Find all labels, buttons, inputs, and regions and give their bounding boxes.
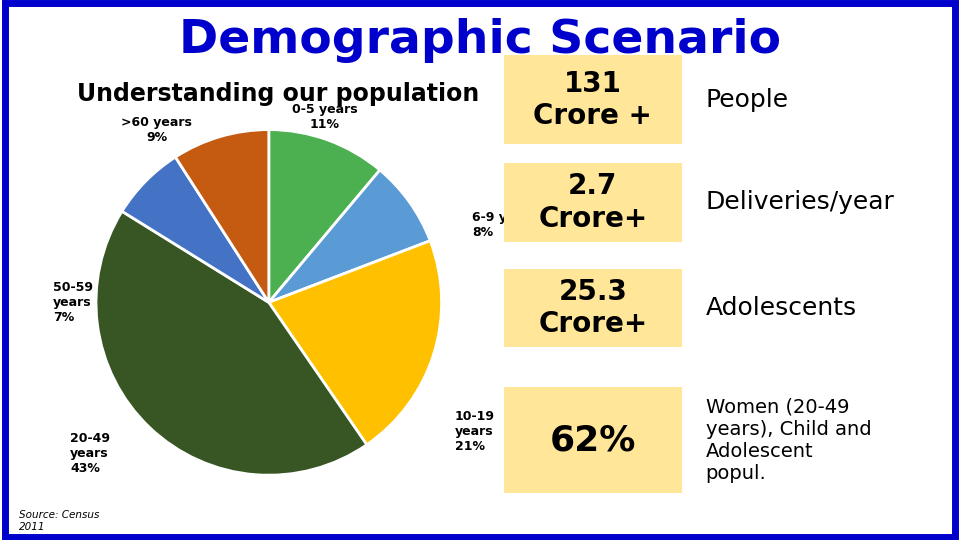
Wedge shape bbox=[269, 170, 430, 302]
Wedge shape bbox=[122, 157, 269, 302]
Text: People: People bbox=[706, 88, 789, 112]
Text: 2.7
Crore+: 2.7 Crore+ bbox=[539, 172, 647, 233]
Text: Understanding our population: Understanding our population bbox=[77, 83, 479, 106]
Text: Deliveries/year: Deliveries/year bbox=[706, 191, 895, 214]
Text: 20-49
years
43%: 20-49 years 43% bbox=[70, 432, 110, 475]
Text: Source: Census
2011: Source: Census 2011 bbox=[19, 510, 100, 532]
Wedge shape bbox=[269, 241, 442, 445]
Text: 25.3
Crore+: 25.3 Crore+ bbox=[539, 278, 647, 338]
Wedge shape bbox=[269, 130, 380, 302]
Text: Demographic Scenario: Demographic Scenario bbox=[179, 18, 781, 63]
Text: 10-19
years
21%: 10-19 years 21% bbox=[455, 410, 494, 454]
Text: 0-5 years
11%: 0-5 years 11% bbox=[292, 103, 358, 131]
Text: Women (20-49
years), Child and
Adolescent
popul.: Women (20-49 years), Child and Adolescen… bbox=[706, 397, 872, 483]
Text: >60 years
9%: >60 years 9% bbox=[121, 116, 192, 144]
Text: 131
Crore +: 131 Crore + bbox=[534, 70, 652, 130]
Wedge shape bbox=[176, 130, 269, 302]
Text: 50-59
years
7%: 50-59 years 7% bbox=[53, 281, 93, 324]
Text: 62%: 62% bbox=[550, 423, 636, 457]
Text: Adolescents: Adolescents bbox=[706, 296, 856, 320]
Text: 6-9 years
8%: 6-9 years 8% bbox=[472, 211, 538, 239]
Wedge shape bbox=[96, 211, 367, 475]
